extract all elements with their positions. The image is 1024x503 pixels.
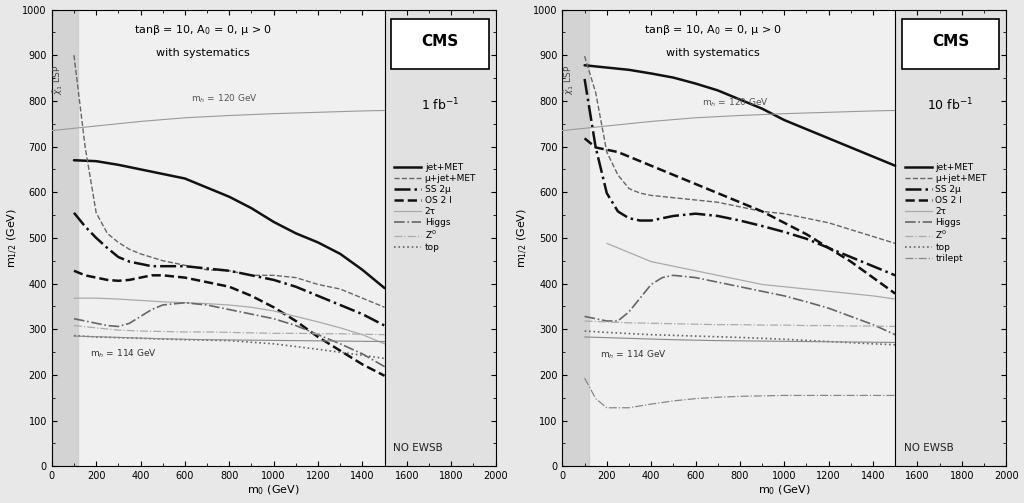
Text: m$_h$ = 114 GeV: m$_h$ = 114 GeV [89,348,157,360]
Text: with systematics: with systematics [667,48,760,58]
Y-axis label: m$_{1/2}$ (GeV): m$_{1/2}$ (GeV) [5,208,19,268]
Bar [895,10,1007,466]
Text: $\tilde{\chi}_1$ LSP: $\tilde{\chi}_1$ LSP [51,64,66,95]
Bar [385,10,496,466]
Bar [562,10,589,466]
Text: m$_h$ = 114 GeV: m$_h$ = 114 GeV [600,349,667,361]
Text: m$_h$ = 120 GeV: m$_h$ = 120 GeV [191,93,258,106]
Legend: jet+MET, μ+jet+MET, SS 2μ, OS 2 l, 2τ, Higgs, Z$^0$, top: jet+MET, μ+jet+MET, SS 2μ, OS 2 l, 2τ, H… [391,160,479,255]
Text: 1 fb$^{-1}$: 1 fb$^{-1}$ [421,97,460,114]
X-axis label: m$_0$ (GeV): m$_0$ (GeV) [248,484,300,497]
Text: CMS: CMS [932,34,970,49]
Text: $\tilde{\chi}_1$ LSP: $\tilde{\chi}_1$ LSP [562,64,575,95]
Text: m$_h$ = 120 GeV: m$_h$ = 120 GeV [702,96,769,109]
Bar [52,10,79,466]
Text: NO EWSB: NO EWSB [904,443,953,453]
Text: NO EWSB: NO EWSB [393,443,443,453]
Y-axis label: m$_{1/2}$ (GeV): m$_{1/2}$ (GeV) [516,208,530,268]
X-axis label: m$_0$ (GeV): m$_0$ (GeV) [758,484,811,497]
Text: tanβ = 10, A$_0$ = 0, μ > 0: tanβ = 10, A$_0$ = 0, μ > 0 [644,23,782,37]
Text: CMS: CMS [422,34,459,49]
Bar [902,19,999,69]
Bar [391,19,488,69]
Text: tanβ = 10, A$_0$ = 0, μ > 0: tanβ = 10, A$_0$ = 0, μ > 0 [133,23,271,37]
Text: with systematics: with systematics [156,48,250,58]
Text: 10 fb$^{-1}$: 10 fb$^{-1}$ [928,97,974,114]
Legend: jet+MET, μ+jet+MET, SS 2μ, OS 2 l, 2τ, Higgs, Z$^0$, top, trilept: jet+MET, μ+jet+MET, SS 2μ, OS 2 l, 2τ, H… [902,160,989,266]
